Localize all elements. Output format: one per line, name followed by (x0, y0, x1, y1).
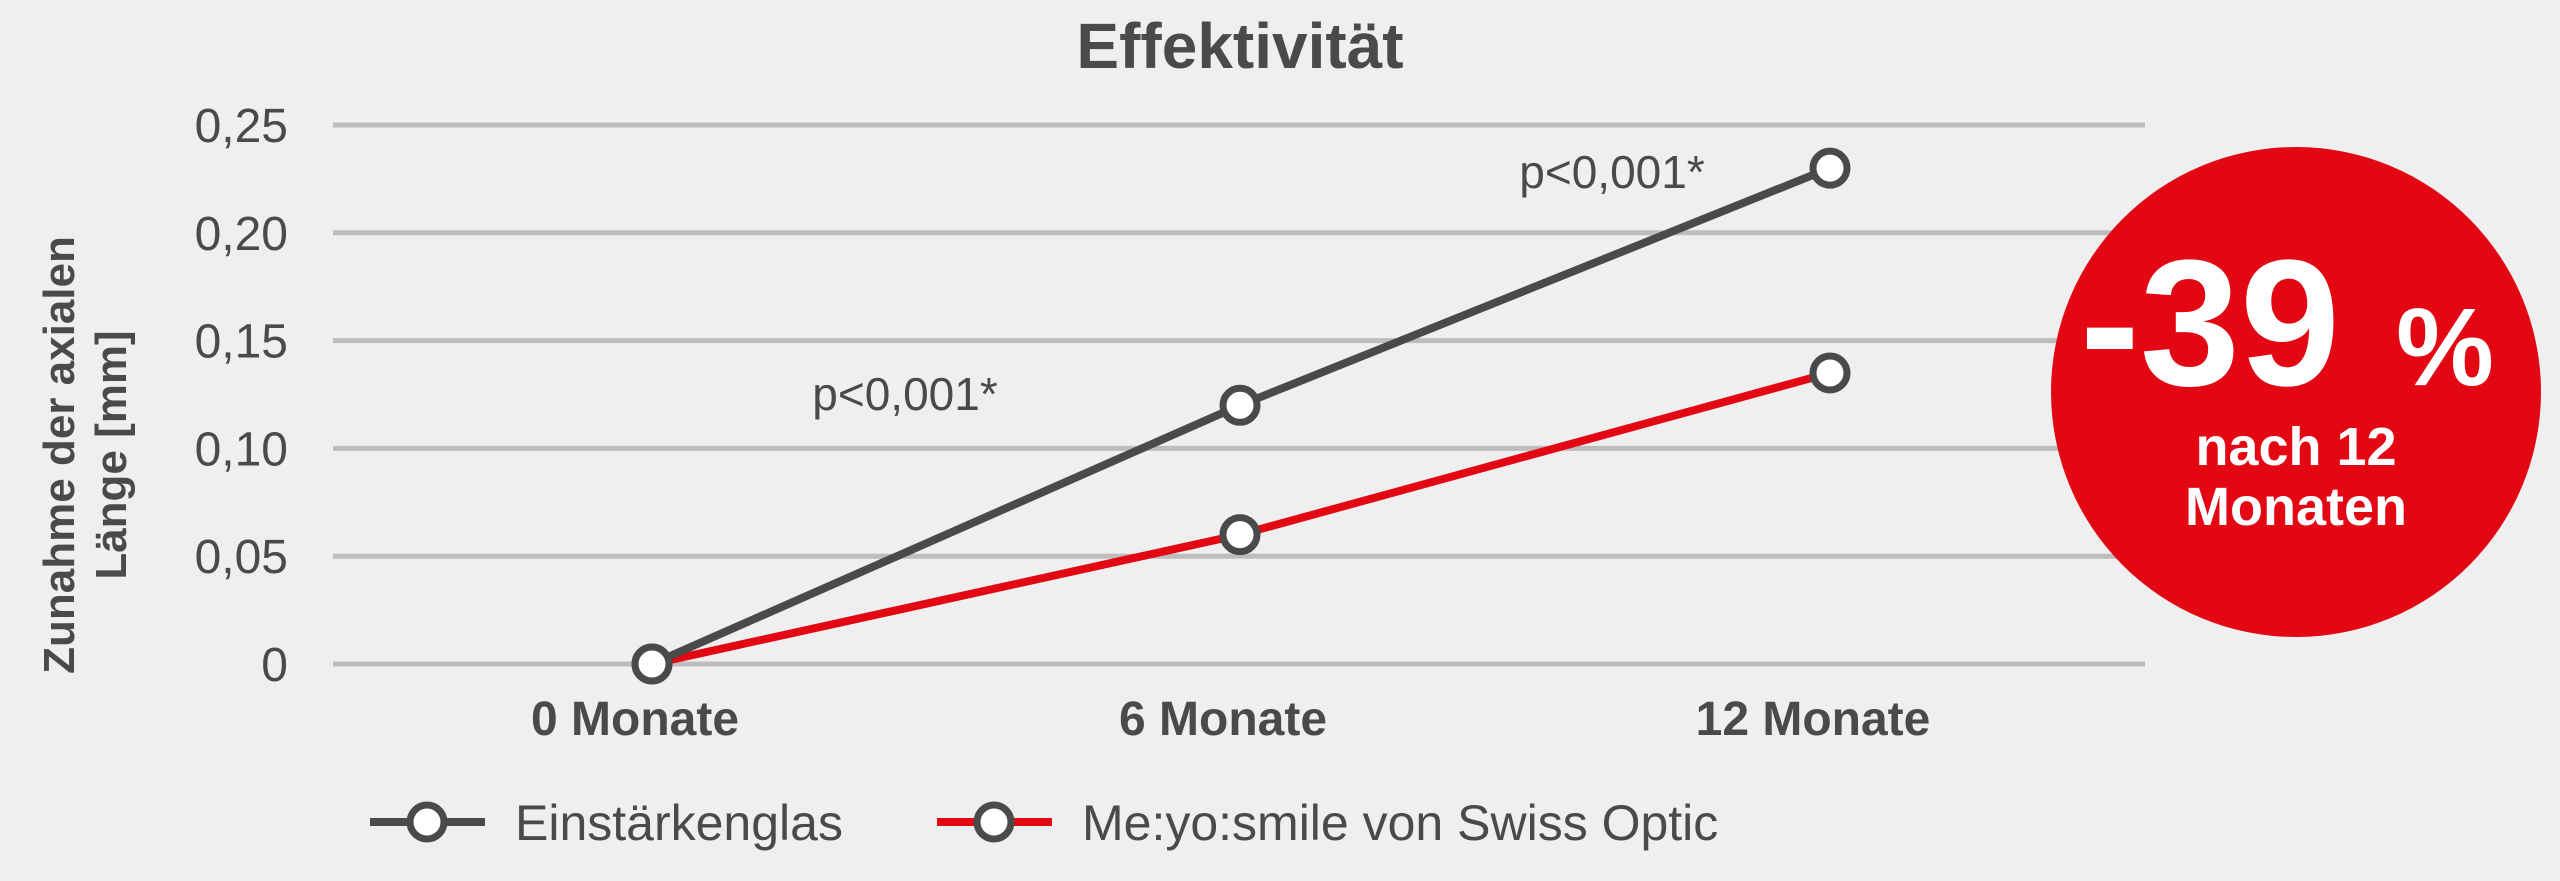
p-value-annotation: p<0,001* (1519, 146, 1705, 198)
legend-marker (973, 801, 1015, 843)
badge-line2: Monaten (2185, 477, 2407, 537)
gridlines (333, 122, 2145, 667)
y-axis-label: Zunahme der axialen Länge [mm] (35, 236, 136, 674)
y-tick-label: 0,20 (195, 208, 288, 261)
badge-unit: % (2396, 286, 2494, 409)
data-point (1219, 514, 1261, 556)
badge-circle (2051, 147, 2541, 637)
data-point (1219, 384, 1261, 426)
annotations: p<0,001* p<0,001* (812, 146, 1705, 420)
y-tick-label: 0,15 (195, 316, 288, 369)
data-point (1809, 147, 1851, 189)
x-tick-label: 6 Monate (1119, 693, 1327, 746)
legend: Einstärkenglas Me:yo:smile von Swiss Opti… (370, 795, 1718, 851)
p-value-annotation: p<0,001* (812, 368, 998, 420)
y-tick-label: 0,05 (195, 531, 288, 584)
data-point (631, 643, 673, 685)
badge-line1: nach 12 (2195, 417, 2396, 477)
chart-title: Effektivität (1076, 10, 1403, 82)
y-tick-label: 0,10 (195, 423, 288, 476)
data-point (1809, 352, 1851, 394)
legend-label: Me:yo:smile von Swiss Optic (1082, 795, 1718, 851)
legend-label: Einstärkenglas (515, 795, 843, 851)
x-tick-label: 12 Monate (1696, 693, 1931, 746)
y-tick-label: 0,25 (195, 100, 288, 153)
badge-value: -39 (2080, 223, 2340, 424)
y-axis-label-line2: Länge [mm] (87, 330, 136, 579)
y-tick-labels: 0 0,05 0,10 0,15 0,20 0,25 (195, 100, 288, 692)
legend-marker (406, 801, 448, 843)
x-tick-labels: 0 Monate 6 Monate 12 Monate (531, 693, 1930, 746)
y-tick-label: 0 (261, 639, 288, 692)
x-tick-label: 0 Monate (531, 693, 739, 746)
y-axis-label-line1: Zunahme der axialen (35, 236, 84, 674)
badge: -39 % nach 12 Monaten (2051, 147, 2541, 637)
series-lines (631, 147, 1851, 685)
